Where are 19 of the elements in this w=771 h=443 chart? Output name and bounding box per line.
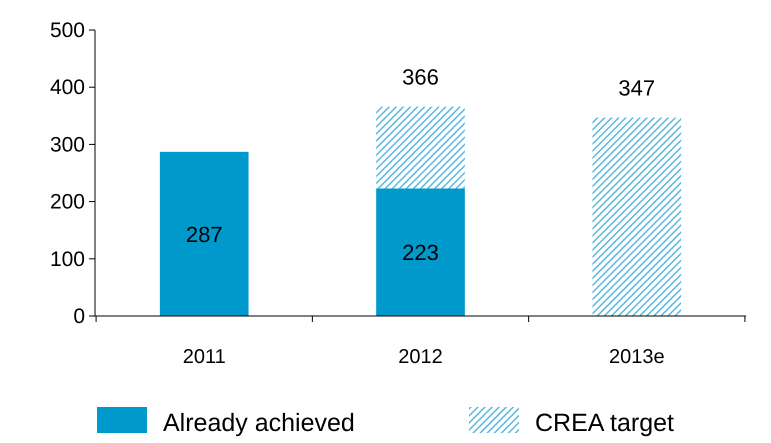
x-tick-label: 2012 [398,346,443,368]
y-tick-label: 300 [50,133,85,156]
y-tick-label: 200 [50,190,85,214]
legend-label: Already achieved [163,409,355,437]
legend-label: CREA target [535,409,674,437]
bar [160,152,249,316]
bar [376,188,465,316]
data-label: 287 [186,222,223,247]
data-label: 223 [402,240,439,266]
total-label: 347 [618,76,656,101]
y-tick-label: 100 [50,248,85,271]
y-tick-label: 500 [50,19,85,42]
x-tick-label: 2013e [608,346,665,368]
x-tick-label: 2011 [182,346,226,368]
total-label: 366 [402,64,439,90]
y-tick-label: 400 [50,76,85,100]
bar [592,118,682,316]
bar [376,106,465,188]
y-tick-label: 0 [73,305,85,328]
